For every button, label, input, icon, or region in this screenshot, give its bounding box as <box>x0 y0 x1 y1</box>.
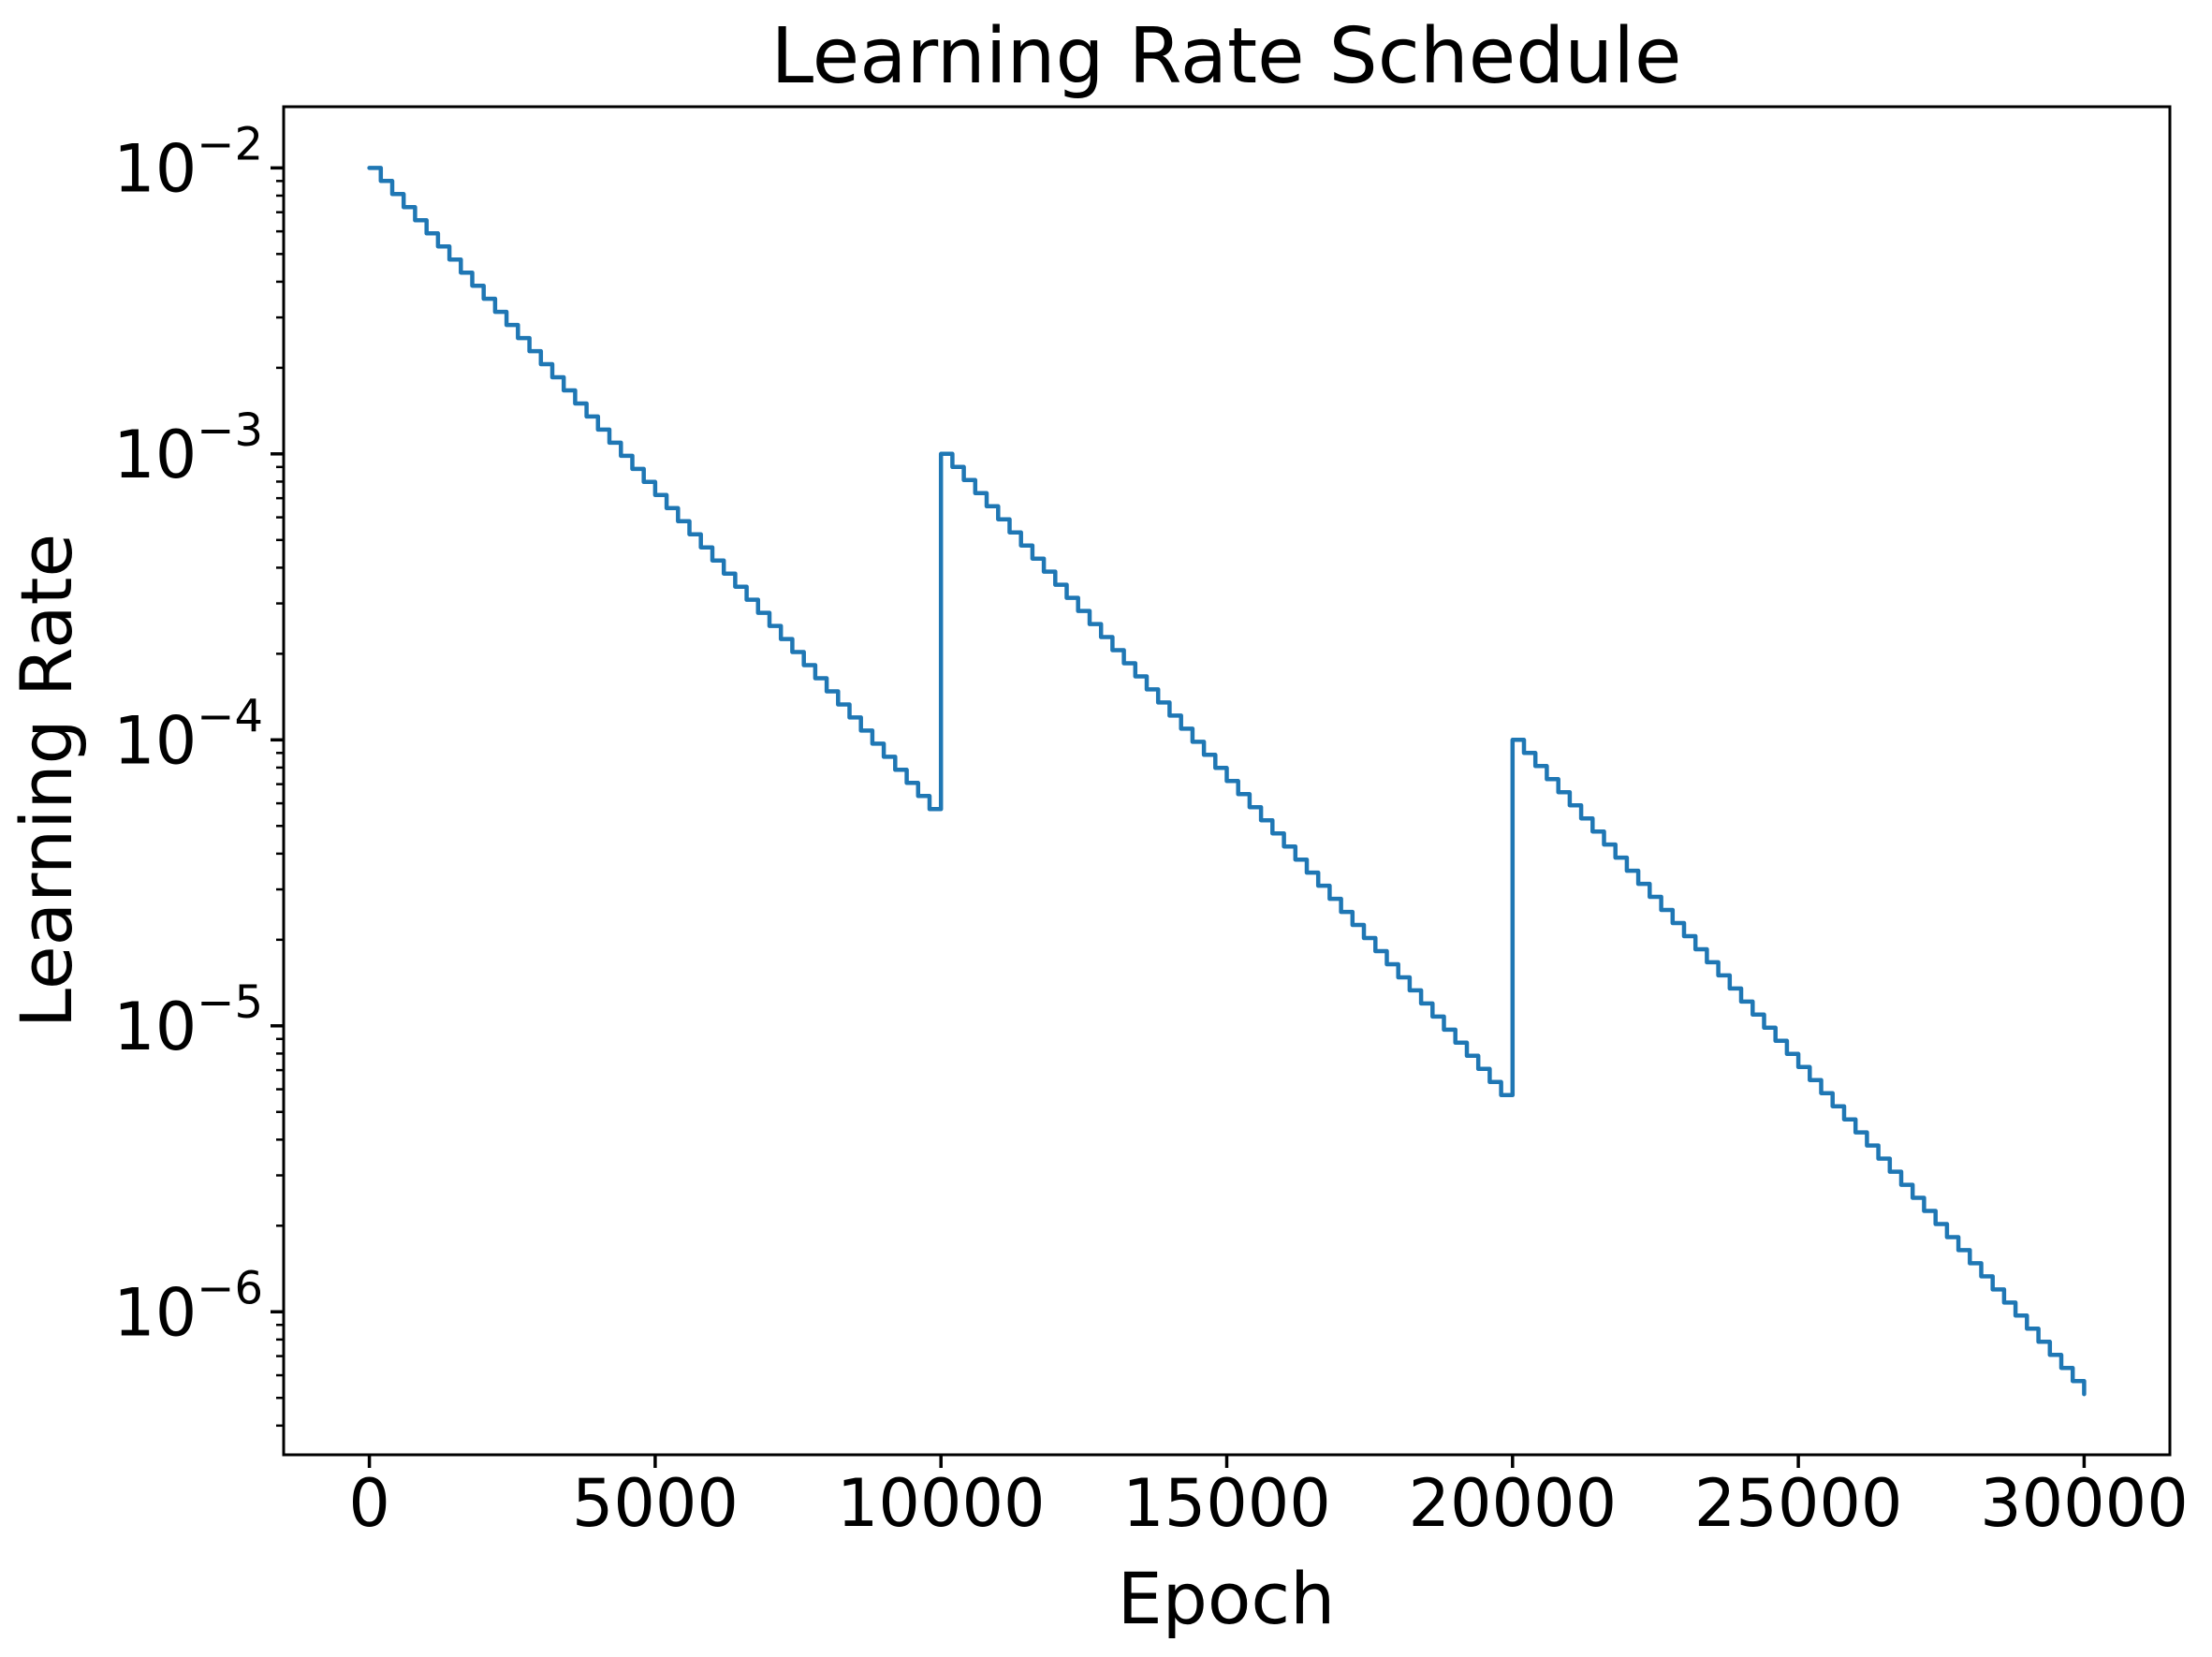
y-axis-tick-labels: 10−2 10−3 10−4 10−5 10−6 <box>113 118 263 1351</box>
x-tick-label: 25000 <box>1694 1465 1903 1542</box>
y-axis-major-ticks <box>271 166 284 1314</box>
x-tick-label: 5000 <box>572 1465 739 1542</box>
x-tick-label: 0 <box>348 1465 390 1542</box>
x-axis-major-ticks <box>367 1455 2087 1468</box>
y-tick-label: 10−4 <box>113 690 263 779</box>
x-tick-label: 15000 <box>1122 1465 1331 1542</box>
x-axis-label: Epoch <box>1118 1557 1336 1640</box>
y-tick-label: 10−3 <box>113 404 263 493</box>
chart-title: Learning Rate Schedule <box>771 12 1682 101</box>
x-tick-label: 30000 <box>1980 1465 2189 1542</box>
y-tick-label: 10−6 <box>113 1262 263 1351</box>
y-axis-label: Learning Rate <box>5 534 88 1028</box>
x-tick-label: 10000 <box>837 1465 1046 1542</box>
y-tick-label: 10−2 <box>113 118 263 207</box>
plot-border <box>282 105 2172 1457</box>
y-tick-label: 10−5 <box>113 976 263 1065</box>
x-axis-tick-labels: 0 5000 10000 15000 20000 25000 30000 <box>348 1465 2188 1542</box>
x-tick-label: 20000 <box>1408 1465 1617 1542</box>
learning-rate-line <box>367 166 2087 1397</box>
